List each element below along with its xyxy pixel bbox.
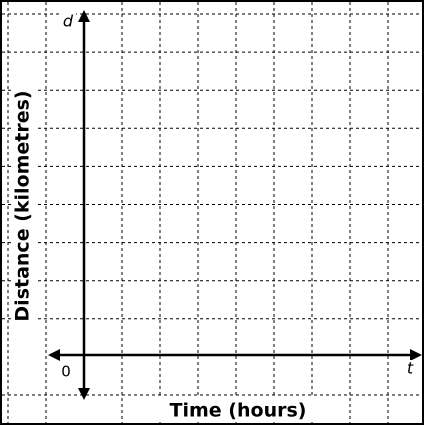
x-symbol: t [407, 359, 414, 378]
x-title: Time (hours) [170, 400, 307, 422]
label-bg [146, 398, 330, 422]
label-bg [402, 360, 418, 380]
y-arrow-down [78, 388, 90, 400]
label-bg [58, 362, 74, 382]
origin-label: 0 [61, 363, 71, 381]
x-arrow-left [48, 349, 60, 361]
label-bg [11, 62, 35, 352]
y-arrow-up [78, 10, 90, 22]
y-symbol: d [63, 12, 74, 31]
label-bg [60, 12, 76, 32]
y-title: Distance (kilometres) [12, 90, 34, 321]
x-arrow-right [410, 349, 422, 361]
